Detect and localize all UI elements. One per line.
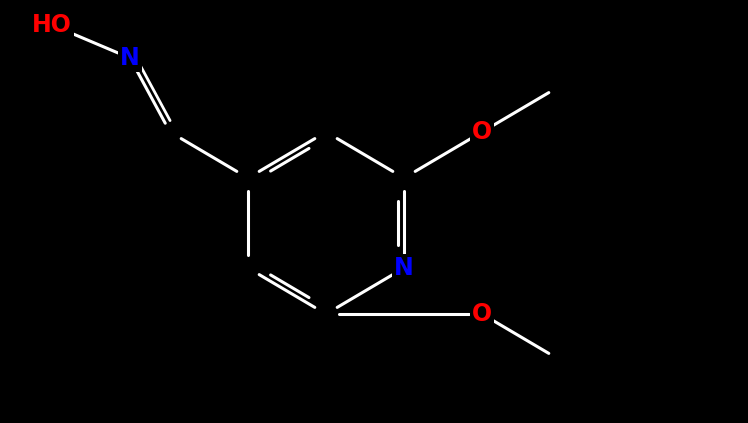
Text: N: N [120, 46, 140, 70]
Text: O: O [472, 302, 492, 326]
Text: N: N [394, 256, 414, 280]
Text: HO: HO [32, 13, 72, 37]
Text: O: O [472, 120, 492, 144]
